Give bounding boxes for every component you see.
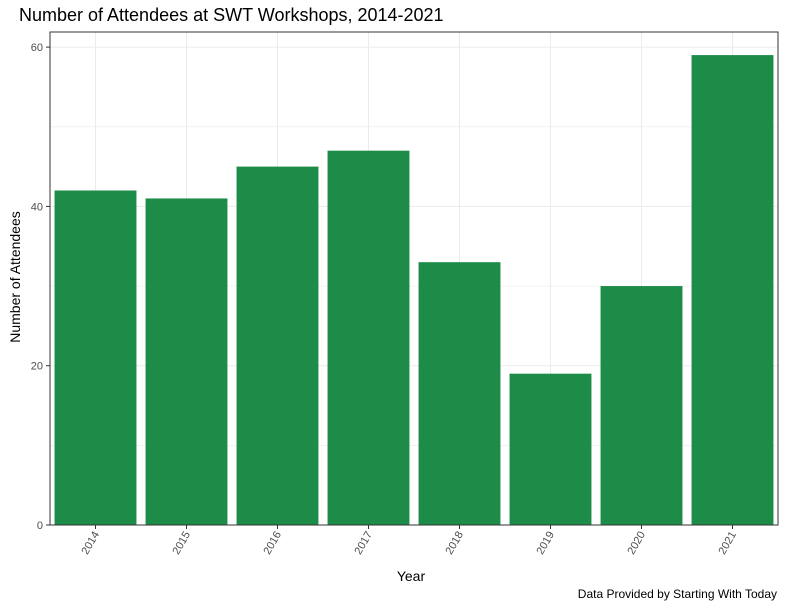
chart-title: Number of Attendees at SWT Workshops, 20… [19, 5, 444, 25]
bar-2020 [600, 286, 683, 525]
bar-2018 [418, 262, 501, 525]
bar-2014 [54, 190, 137, 525]
chart-caption: Data Provided by Starting With Today [577, 587, 777, 601]
bar-2015 [145, 198, 228, 525]
x-tick-label: 2020 [625, 530, 648, 557]
y-tick-label: 40 [31, 201, 43, 213]
y-tick-label: 20 [31, 361, 43, 373]
x-tick-label: 2018 [443, 530, 466, 557]
bar-2019 [509, 373, 592, 525]
bar-2021 [691, 55, 774, 526]
bar-2017 [327, 150, 410, 525]
panel-border [49, 31, 779, 526]
y-tick-label: 60 [31, 42, 43, 54]
x-tick-label: 2016 [261, 530, 284, 557]
x-tick-label: 2015 [170, 530, 193, 557]
y-axis: 0 20 40 60 [31, 42, 50, 532]
y-axis-title: Number of Attendees [7, 211, 23, 343]
x-axis: 2014 2015 2016 2017 2018 2019 2020 2021 [79, 525, 739, 557]
x-tick-label: 2017 [352, 530, 375, 557]
x-tick-label: 2019 [534, 530, 557, 557]
x-tick-label: 2014 [79, 530, 102, 557]
bars [54, 55, 774, 526]
y-tick-label: 0 [37, 520, 43, 532]
x-tick-label: 2021 [716, 530, 739, 557]
bar-2016 [236, 166, 319, 525]
x-axis-title: Year [397, 568, 426, 584]
